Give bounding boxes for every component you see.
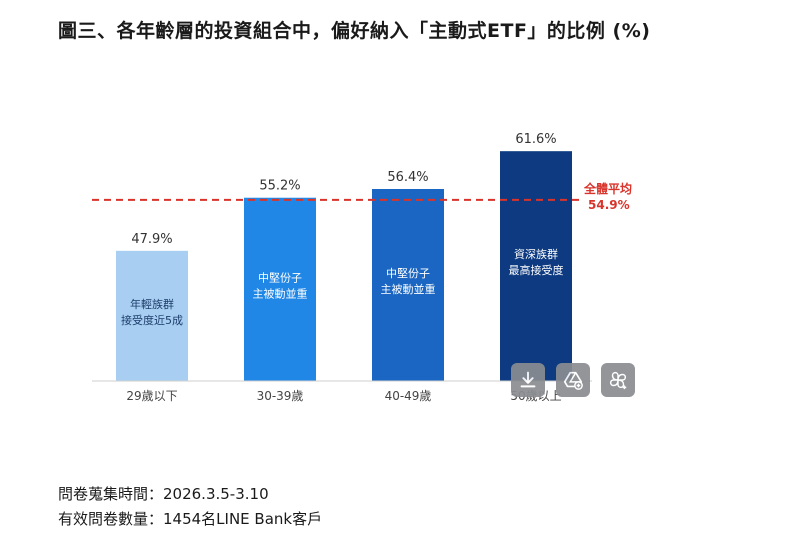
sample-size: 有效問卷數量：1454名LINE Bank客戶 <box>58 510 323 528</box>
bar <box>372 189 444 381</box>
bar <box>116 250 188 381</box>
bar-annotation: 接受度近5成 <box>121 313 183 327</box>
bar-annotation: 主被動並重 <box>253 286 308 300</box>
chart-title: 圖三、各年齡層的投資組合中，偏好納入「主動式ETF」的比例 (%) <box>58 20 651 42</box>
bar-annotation: 主被動並重 <box>381 282 436 296</box>
bar-value-label: 61.6% <box>515 132 556 147</box>
x-tick-label: 29歲以下 <box>126 389 177 403</box>
download-icon <box>520 371 536 388</box>
x-tick-label: 40-49歲 <box>385 389 432 403</box>
add-to-drive-button[interactable] <box>556 363 590 397</box>
bar-annotation: 資深族群 <box>514 247 558 261</box>
bar-annotation: 中堅份子 <box>258 271 302 284</box>
bar-value-label: 56.4% <box>387 170 428 185</box>
bar-annotation: 最高接受度 <box>509 263 564 277</box>
photo-pinwheel-icon <box>610 372 627 390</box>
survey-period: 問卷蒐集時間：2026.3.5-3.10 <box>58 485 269 503</box>
average-label: 全體平均 <box>583 181 632 196</box>
image-toolbar <box>511 363 635 397</box>
x-tick-label: 30-39歲 <box>257 389 304 403</box>
bar-annotation: 中堅份子 <box>386 267 430 280</box>
photo-pinwheel-button[interactable] <box>601 363 635 397</box>
bar <box>500 151 572 381</box>
bar-value-label: 47.9% <box>131 232 172 247</box>
download-button[interactable] <box>511 363 545 397</box>
footer-notes: 問卷蒐集時間：2026.3.5-3.10 有效問卷數量：1454名LINE Ba… <box>58 482 322 532</box>
bar-value-label: 55.2% <box>259 179 300 194</box>
bar-annotation: 年輕族群 <box>130 297 174 311</box>
add-to-drive-icon <box>563 371 583 390</box>
average-value-label: 54.9% <box>588 198 630 212</box>
bar <box>244 197 316 381</box>
